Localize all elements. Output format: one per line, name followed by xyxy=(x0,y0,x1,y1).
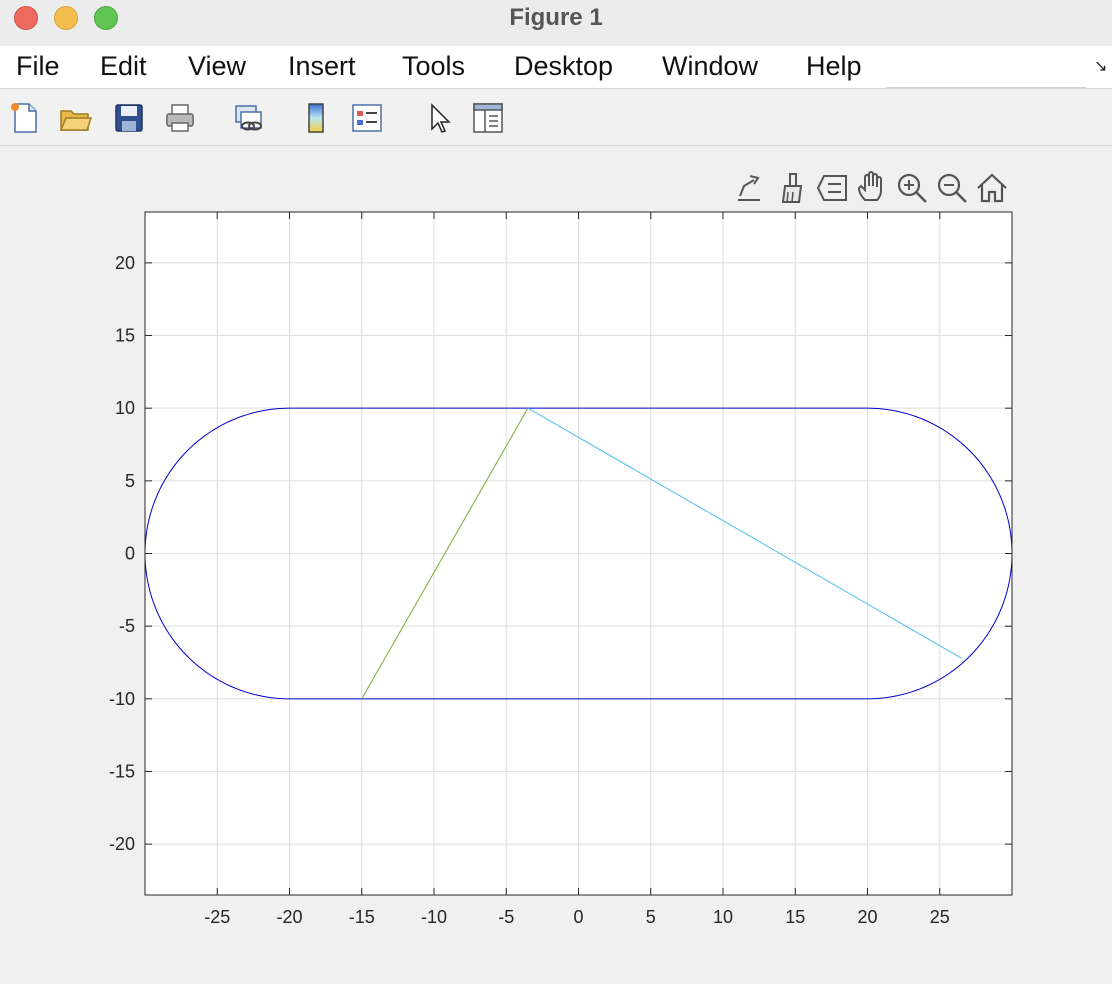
menu-tools[interactable]: Tools xyxy=(402,51,466,81)
y-tick-label: 0 xyxy=(125,544,135,564)
save-icon[interactable] xyxy=(112,101,146,135)
menu-bar: File Edit View Insert Tools Desktop Wind… xyxy=(0,46,1112,89)
window-title: Figure 1 xyxy=(509,4,603,31)
new-figure-icon[interactable] xyxy=(8,101,42,135)
close-window-button[interactable] xyxy=(14,6,38,30)
property-inspector-icon[interactable] xyxy=(471,101,505,135)
series-line xyxy=(361,407,529,700)
menu-insert[interactable]: Insert xyxy=(288,51,356,81)
x-tick-label: 5 xyxy=(646,907,656,927)
data-tips-icon[interactable] xyxy=(814,170,850,206)
y-tick-label: 15 xyxy=(115,326,135,346)
ticks: -25 -20 -15 -10 -5 0 5 10 15 20 25 -20 -15 -10 -5 0 5 10 1… xyxy=(109,212,1012,927)
open-file-icon[interactable] xyxy=(58,101,92,135)
menu-window[interactable]: Window xyxy=(662,51,759,81)
y-tick-label: 20 xyxy=(115,253,135,273)
x-tick-label: -25 xyxy=(204,907,230,927)
x-tick-label: 0 xyxy=(573,907,583,927)
data-series xyxy=(144,407,1013,700)
x-tick-label: -20 xyxy=(276,907,302,927)
menu-desktop[interactable]: Desktop xyxy=(514,51,614,81)
x-tick-label: 20 xyxy=(857,907,877,927)
pointer-icon[interactable] xyxy=(422,101,456,135)
menu-view[interactable]: View xyxy=(188,51,247,81)
zoom-in-icon[interactable] xyxy=(894,170,930,206)
series-line xyxy=(527,407,962,659)
maximize-window-button[interactable] xyxy=(94,6,118,30)
y-tick-label: 5 xyxy=(125,471,135,491)
dock-arrow-icon[interactable]: ↘ xyxy=(1094,58,1108,75)
menu-divider xyxy=(886,87,1086,88)
menu-edit[interactable]: Edit xyxy=(100,51,147,81)
x-tick-label: 25 xyxy=(930,907,950,927)
y-tick-label: 10 xyxy=(115,398,135,418)
home-icon[interactable] xyxy=(974,170,1010,206)
y-tick-label: -20 xyxy=(109,834,135,854)
menu-file[interactable]: File xyxy=(16,51,60,81)
colorbar-icon[interactable] xyxy=(299,101,333,135)
x-tick-label: -15 xyxy=(349,907,375,927)
x-tick-label: -5 xyxy=(498,907,514,927)
x-tick-label: 10 xyxy=(713,907,733,927)
brush-icon[interactable] xyxy=(774,170,810,206)
link-plot-icon[interactable] xyxy=(231,101,265,135)
legend-icon[interactable] xyxy=(350,101,384,135)
print-icon[interactable] xyxy=(163,101,197,135)
grid xyxy=(145,212,1012,895)
y-tick-label: -15 xyxy=(109,761,135,781)
menu-help[interactable]: Help xyxy=(806,51,862,81)
pan-icon[interactable] xyxy=(854,170,890,206)
x-tick-label: 15 xyxy=(785,907,805,927)
y-tick-label: -10 xyxy=(109,689,135,709)
title-bar: Figure 1 xyxy=(0,0,1112,46)
figure-toolbar xyxy=(0,89,1112,146)
export-icon[interactable] xyxy=(732,170,768,206)
minimize-window-button[interactable] xyxy=(54,6,78,30)
x-tick-label: -10 xyxy=(421,907,447,927)
y-tick-label: -5 xyxy=(119,616,135,636)
axes-box xyxy=(144,211,1013,896)
zoom-out-icon[interactable] xyxy=(934,170,970,206)
